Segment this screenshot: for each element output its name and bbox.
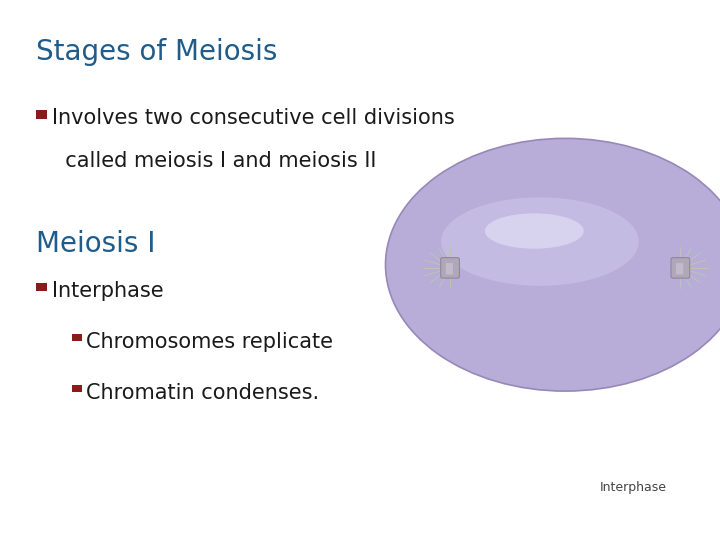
Ellipse shape: [425, 165, 706, 375]
Ellipse shape: [485, 213, 584, 249]
FancyBboxPatch shape: [676, 263, 683, 274]
Text: Involves two consecutive cell divisions: Involves two consecutive cell divisions: [52, 108, 454, 128]
FancyBboxPatch shape: [36, 110, 47, 118]
Text: Interphase: Interphase: [600, 481, 667, 494]
FancyBboxPatch shape: [72, 385, 82, 393]
Text: called meiosis I and meiosis II: called meiosis I and meiosis II: [52, 151, 377, 171]
Text: Chromatin condenses.: Chromatin condenses.: [86, 383, 320, 403]
FancyBboxPatch shape: [36, 283, 47, 291]
FancyBboxPatch shape: [446, 263, 453, 274]
FancyBboxPatch shape: [72, 334, 82, 341]
Ellipse shape: [441, 197, 639, 286]
Text: Stages of Meiosis: Stages of Meiosis: [36, 38, 277, 66]
Ellipse shape: [438, 174, 693, 366]
Ellipse shape: [385, 138, 720, 391]
Text: Chromosomes replicate: Chromosomes replicate: [86, 332, 333, 352]
FancyBboxPatch shape: [671, 258, 690, 278]
Ellipse shape: [444, 179, 686, 361]
Text: Meiosis I: Meiosis I: [36, 230, 156, 258]
Text: Interphase: Interphase: [52, 281, 163, 301]
FancyBboxPatch shape: [441, 258, 459, 278]
